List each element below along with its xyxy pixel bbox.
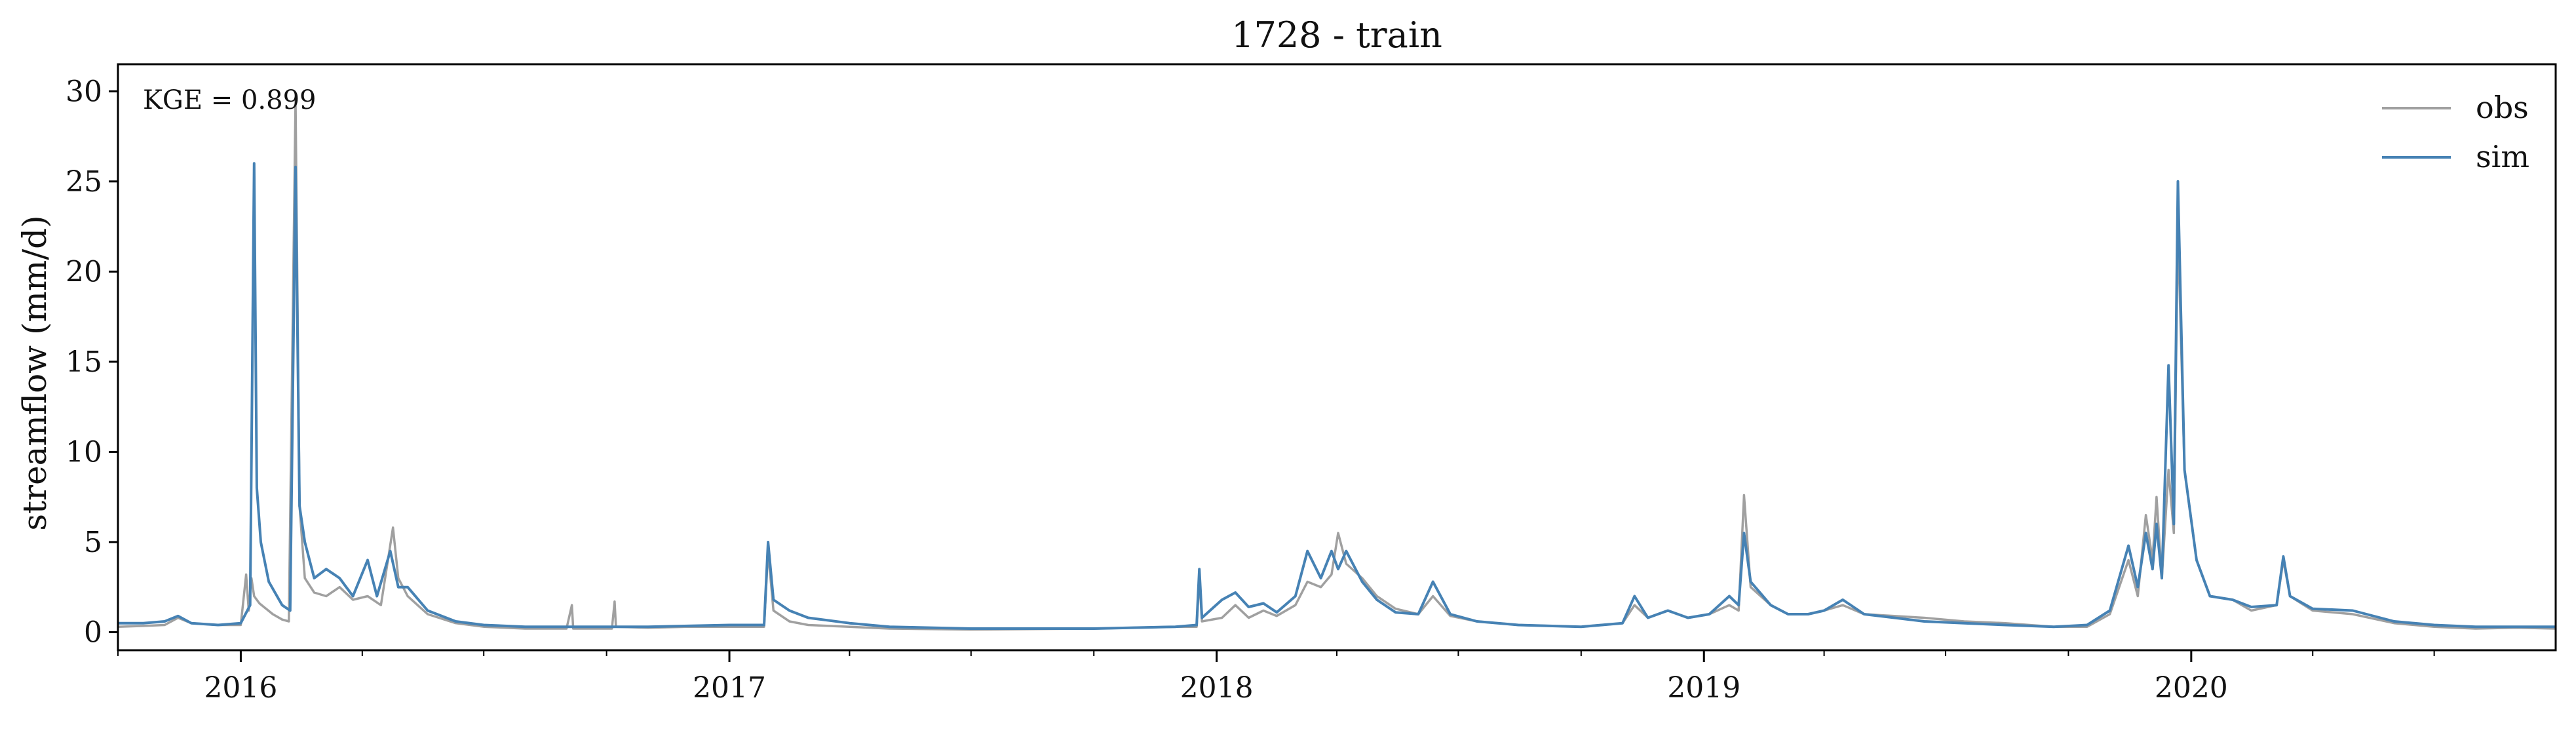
y-tick-label: 25 xyxy=(66,165,102,199)
y-tick-label: 10 xyxy=(66,435,102,469)
y-tick-label: 15 xyxy=(66,345,102,379)
plot-area xyxy=(118,99,2556,631)
legend-label-sim: sim xyxy=(2476,139,2529,174)
x-tick-label: 2017 xyxy=(693,671,766,705)
kge-annotation: KGE = 0.899 xyxy=(143,85,317,115)
legend-label-obs: obs xyxy=(2476,90,2529,125)
series-line-sim xyxy=(118,162,2556,630)
x-tick-label: 2018 xyxy=(1180,671,1254,705)
y-tick-label: 20 xyxy=(66,255,102,288)
legend: obs sim xyxy=(2382,90,2529,174)
y-tick-label: 30 xyxy=(66,75,102,108)
series-line-obs xyxy=(118,99,2556,631)
y-axis-label: streamflow (mm/d) xyxy=(16,215,54,530)
x-tick-label: 2019 xyxy=(1667,671,1740,705)
x-tick-label: 2020 xyxy=(2155,671,2228,705)
y-tick-label: 0 xyxy=(84,615,102,649)
x-tick-label: 2016 xyxy=(204,671,277,705)
chart-title: 1728 - train xyxy=(1231,14,1442,56)
y-tick-label: 5 xyxy=(84,526,102,559)
